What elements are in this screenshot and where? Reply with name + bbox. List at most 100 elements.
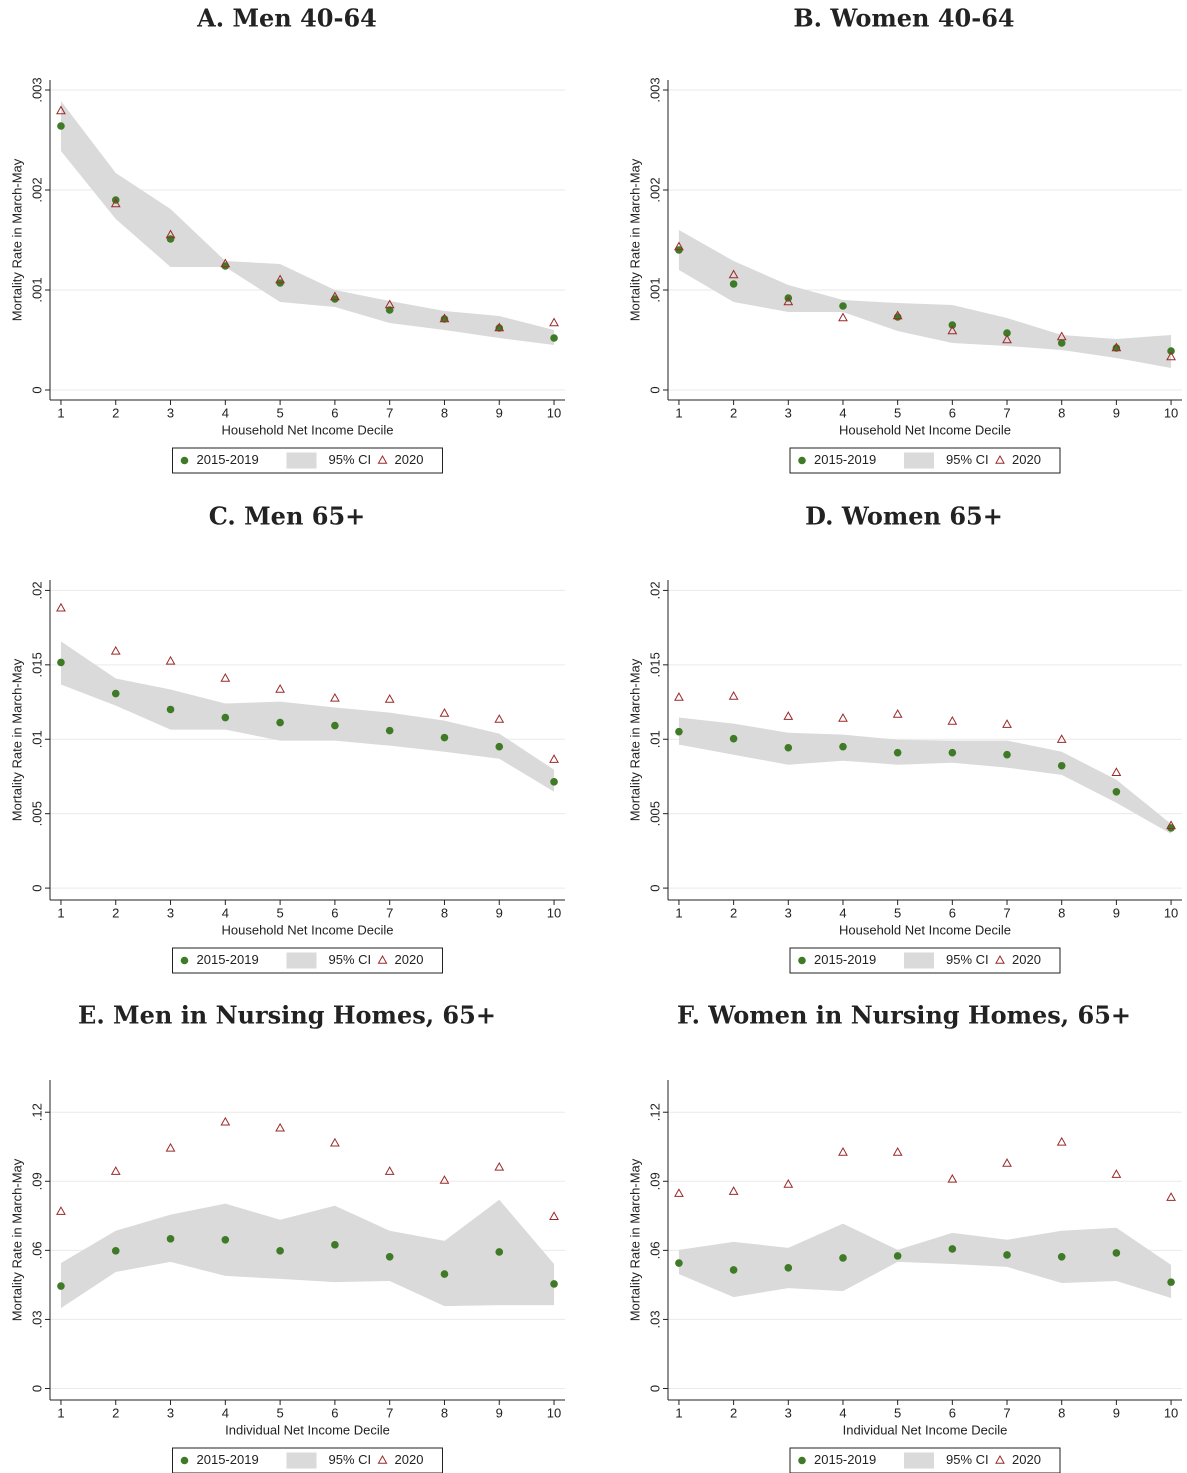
x-tick-label: 10 [547, 1405, 561, 1420]
legend-swatch [798, 1456, 806, 1465]
x-tick-label: 6 [949, 905, 956, 920]
y-tick-label: .09 [29, 1172, 44, 1190]
point-2020 [494, 714, 505, 723]
y-tick-label: .001 [647, 277, 662, 302]
x-tick-label: 3 [167, 1405, 174, 1420]
panel-title: C. Men 65+ [209, 502, 366, 531]
y-tick-label: 0 [29, 386, 44, 393]
y-tick-label: .06 [647, 1241, 662, 1259]
panel-title: B. Women 40-64 [793, 4, 1014, 33]
point-baseline [57, 122, 65, 130]
point-baseline [331, 295, 339, 303]
point-baseline [495, 742, 504, 751]
y-tick-label: 0 [29, 884, 44, 891]
x-axis-title: Household Net Income Decile [839, 422, 1011, 437]
point-2020 [56, 1206, 66, 1215]
point-2020 [549, 754, 559, 763]
legend-label: 2020 [1012, 952, 1041, 967]
x-tick-label: 5 [894, 1405, 901, 1420]
y-tick-label: .01 [29, 730, 44, 748]
point-2020 [1002, 719, 1012, 728]
point-2020 [892, 1147, 903, 1156]
point-2020 [947, 716, 958, 725]
panel-title: A. Men 40-64 [196, 4, 377, 33]
x-tick-label: 8 [1058, 1405, 1065, 1420]
point-2020 [329, 1137, 340, 1147]
x-tick-label: 3 [167, 905, 174, 920]
point-2020 [329, 692, 340, 702]
ci-band [60, 641, 555, 792]
y-tick-label: .002 [647, 177, 662, 202]
point-2020 [110, 1166, 121, 1175]
legend-label: 95% CI [329, 1452, 372, 1467]
point-2020 [165, 1142, 176, 1152]
point-2020 [783, 296, 794, 306]
y-tick-label: .001 [29, 277, 44, 302]
y-axis-title: Mortality Rate in March-May [9, 1158, 24, 1321]
point-baseline [675, 1259, 683, 1267]
point-baseline [1057, 339, 1066, 347]
point-baseline [166, 705, 175, 714]
point-2020 [892, 310, 903, 320]
x-tick-label: 4 [222, 1405, 229, 1420]
x-tick-label: 7 [386, 905, 393, 920]
legend-label: 2015-2019 [197, 952, 259, 967]
legend-swatch [798, 956, 806, 965]
x-tick-label: 2 [112, 1405, 119, 1420]
y-axis-title: Mortality Rate in March-May [627, 1158, 642, 1321]
point-baseline [495, 1248, 504, 1256]
x-tick-label: 8 [1058, 405, 1065, 420]
point-2020 [838, 713, 848, 722]
x-tick-label: 2 [730, 905, 737, 920]
point-baseline [1167, 1278, 1175, 1286]
point-baseline [1003, 329, 1011, 337]
x-tick-label: 7 [1003, 405, 1010, 420]
point-2020 [1056, 331, 1067, 341]
point-baseline [57, 1282, 65, 1290]
point-baseline [1057, 1253, 1066, 1261]
x-tick-label: 8 [441, 905, 448, 920]
x-axis-title: Household Net Income Decile [222, 922, 394, 937]
point-baseline [221, 713, 230, 722]
point-2020 [439, 707, 450, 717]
point-baseline [1167, 824, 1175, 832]
x-axis-title: Household Net Income Decile [222, 422, 394, 437]
point-2020 [728, 1186, 739, 1195]
y-tick-label: .002 [29, 177, 44, 202]
x-tick-label: 1 [675, 905, 682, 920]
legend-label: 2015-2019 [814, 452, 876, 467]
x-tick-label: 1 [57, 905, 64, 920]
legend-swatch [377, 454, 388, 464]
point-baseline [729, 734, 738, 743]
legend-label: 95% CI [329, 952, 372, 967]
legend-swatch [798, 456, 806, 465]
legend-label: 2015-2019 [197, 452, 259, 467]
point-2020 [549, 317, 559, 327]
point-2020 [384, 299, 395, 309]
x-axis-title: Individual Net Income Decile [843, 1422, 1008, 1437]
y-axis-title: Mortality Rate in March-May [627, 158, 642, 321]
ci-band [678, 230, 1172, 368]
y-tick-label: 0 [29, 1385, 44, 1392]
point-baseline [57, 658, 65, 667]
legend-label: 2020 [395, 452, 424, 467]
point-2020 [674, 1188, 684, 1197]
point-2020 [439, 313, 450, 323]
point-2020 [165, 655, 176, 665]
x-tick-label: 9 [496, 1405, 503, 1420]
y-tick-label: .02 [647, 581, 662, 599]
x-tick-label: 6 [949, 1405, 956, 1420]
point-2020 [1166, 820, 1176, 830]
point-2020 [384, 693, 395, 703]
point-2020 [329, 291, 340, 301]
legend-label: 2020 [395, 952, 424, 967]
x-tick-label: 4 [222, 405, 229, 420]
point-baseline [385, 726, 394, 735]
x-tick-label: 7 [386, 1405, 393, 1420]
x-tick-label: 9 [496, 405, 503, 420]
point-2020 [892, 709, 903, 718]
x-tick-label: 3 [785, 905, 792, 920]
point-2020 [494, 1161, 505, 1171]
x-tick-label: 9 [1113, 405, 1120, 420]
